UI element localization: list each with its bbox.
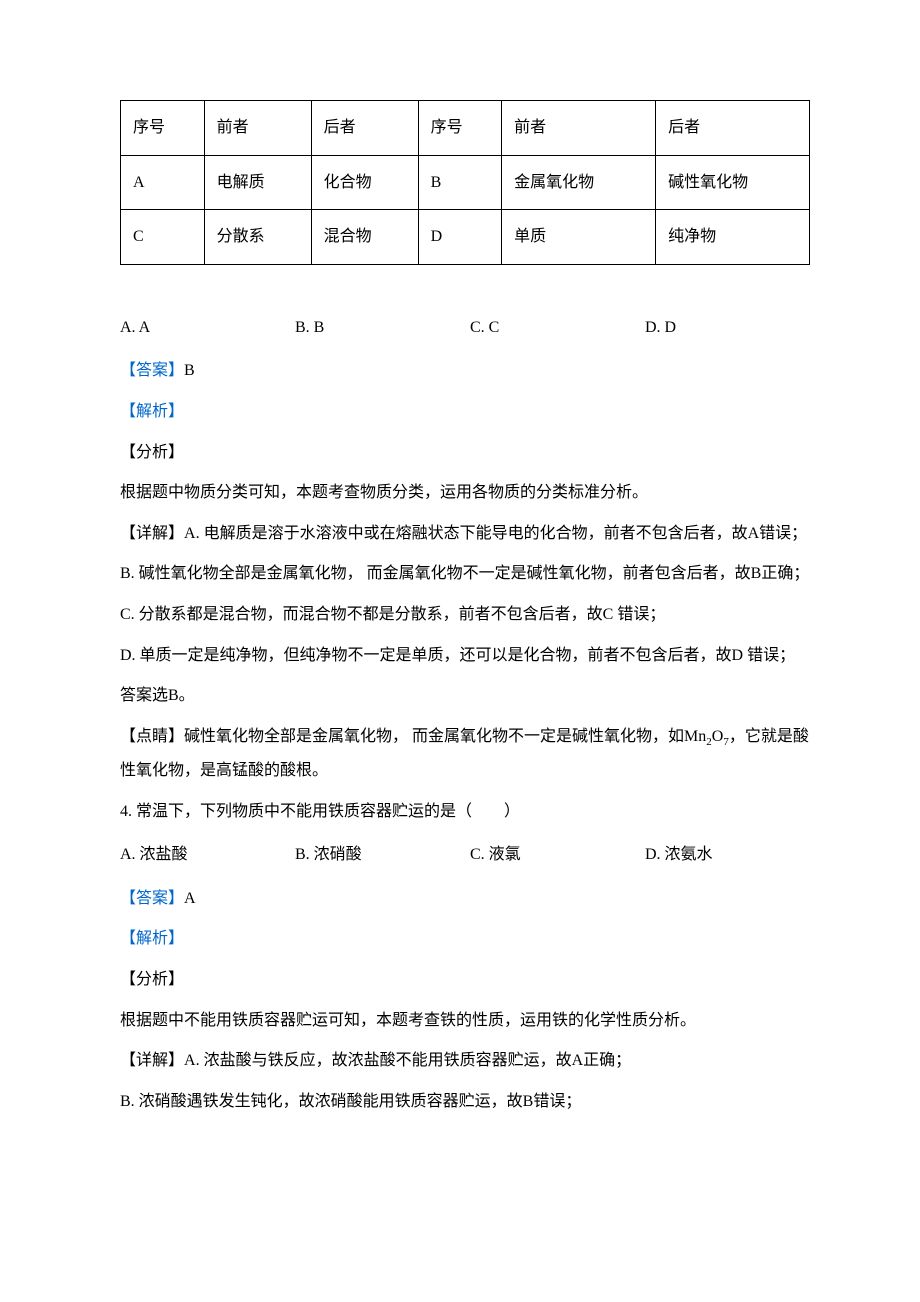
q3-detail-c: C. 分散系都是混合物，而混合物不都是分散系，前者不包含后者，故C 错误；: [120, 598, 810, 632]
cell: 碱性氧化物: [656, 155, 810, 210]
cell: C: [121, 210, 205, 265]
q4-fenxi-label: 【分析】: [120, 963, 810, 997]
q4-fenxi-text: 根据题中不能用铁质容器贮运可知，本题考查铁的性质，运用铁的化学性质分析。: [120, 1004, 810, 1038]
dianjing-t1: 碱性氧化物全部是金属氧化物， 而金属氧化物不一定是碱性氧化物，如Mn: [184, 728, 706, 745]
q3-fenxi-label: 【分析】: [120, 436, 810, 470]
cell: 纯净物: [656, 210, 810, 265]
q3-detail-d: D. 单质一定是纯净物，但纯净物不一定是单质，还可以是化合物，前者不包含后者，故…: [120, 639, 810, 673]
q4-detail-a: 【详解】A. 浓盐酸与铁反应，故浓盐酸不能用铁质容器贮运，故A正确；: [120, 1044, 810, 1078]
q3-dianjing: 【点睛】碱性氧化物全部是金属氧化物， 而金属氧化物不一定是碱性氧化物，如Mn2O…: [120, 720, 810, 788]
option-a: A. A: [120, 315, 295, 341]
option-c: C. 液氯: [470, 842, 645, 868]
q3-analysis-label: 【解析】: [120, 395, 810, 429]
dianjing-t2: O: [712, 728, 724, 745]
th-2: 前者: [204, 101, 311, 156]
answer-value: A: [184, 890, 196, 907]
answer-label: 【答案】: [120, 362, 184, 379]
th-3: 后者: [311, 101, 418, 156]
th-6: 后者: [656, 101, 810, 156]
option-a: A. 浓盐酸: [120, 842, 295, 868]
table-header-row: 序号 前者 后者 序号 前者 后者: [121, 101, 810, 156]
option-d: D. D: [645, 315, 810, 341]
option-b: B. B: [295, 315, 470, 341]
cell: 金属氧化物: [502, 155, 656, 210]
cell: 混合物: [311, 210, 418, 265]
q4-stem: 4. 常温下，下列物质中不能用铁质容器贮运的是（ ）: [120, 795, 810, 829]
cell: 化合物: [311, 155, 418, 210]
detail-a-text: A. 电解质是溶于水溶液中或在熔融状态下能导电的化合物，前者不包含后者，故A错误…: [184, 525, 807, 542]
q4-options: A. 浓盐酸 B. 浓硝酸 C. 液氯 D. 浓氨水: [120, 842, 810, 868]
th-5: 前者: [502, 101, 656, 156]
q3-detail-a: 【详解】A. 电解质是溶于水溶液中或在熔融状态下能导电的化合物，前者不包含后者，…: [120, 517, 810, 551]
cell: D: [418, 210, 502, 265]
cell: 分散系: [204, 210, 311, 265]
th-1: 序号: [121, 101, 205, 156]
option-d: D. 浓氨水: [645, 842, 810, 868]
q4-answer-line: 【答案】A: [120, 882, 810, 916]
q3-options: A. A B. B C. C D. D: [120, 315, 810, 341]
q4-analysis-label: 【解析】: [120, 922, 810, 956]
detail-label: 【详解】: [120, 1052, 184, 1069]
answer-label: 【答案】: [120, 890, 184, 907]
option-c: C. C: [470, 315, 645, 341]
answer-value: B: [184, 362, 195, 379]
q3-detail-b: B. 碱性氧化物全部是金属氧化物， 而金属氧化物不一定是碱性氧化物，前者包含后者…: [120, 557, 810, 591]
cell: B: [418, 155, 502, 210]
dianjing-label: 【点睛】: [120, 728, 184, 745]
detail-a-text: A. 浓盐酸与铁反应，故浓盐酸不能用铁质容器贮运，故A正确；: [184, 1052, 631, 1069]
classification-table: 序号 前者 后者 序号 前者 后者 A 电解质 化合物 B 金属氧化物 碱性氧化…: [120, 100, 810, 265]
th-4: 序号: [418, 101, 502, 156]
table-row: A 电解质 化合物 B 金属氧化物 碱性氧化物: [121, 155, 810, 210]
cell: 电解质: [204, 155, 311, 210]
detail-label: 【详解】: [120, 525, 184, 542]
q4-detail-b: B. 浓硝酸遇铁发生钝化，故浓硝酸能用铁质容器贮运，故B错误；: [120, 1085, 810, 1119]
option-b: B. 浓硝酸: [295, 842, 470, 868]
cell: 单质: [502, 210, 656, 265]
q3-fenxi-text: 根据题中物质分类可知，本题考查物质分类，运用各物质的分类标准分析。: [120, 476, 810, 510]
q3-answer-line: 【答案】B: [120, 354, 810, 388]
q3-conclusion: 答案选B。: [120, 679, 810, 713]
cell: A: [121, 155, 205, 210]
table-row: C 分散系 混合物 D 单质 纯净物: [121, 210, 810, 265]
